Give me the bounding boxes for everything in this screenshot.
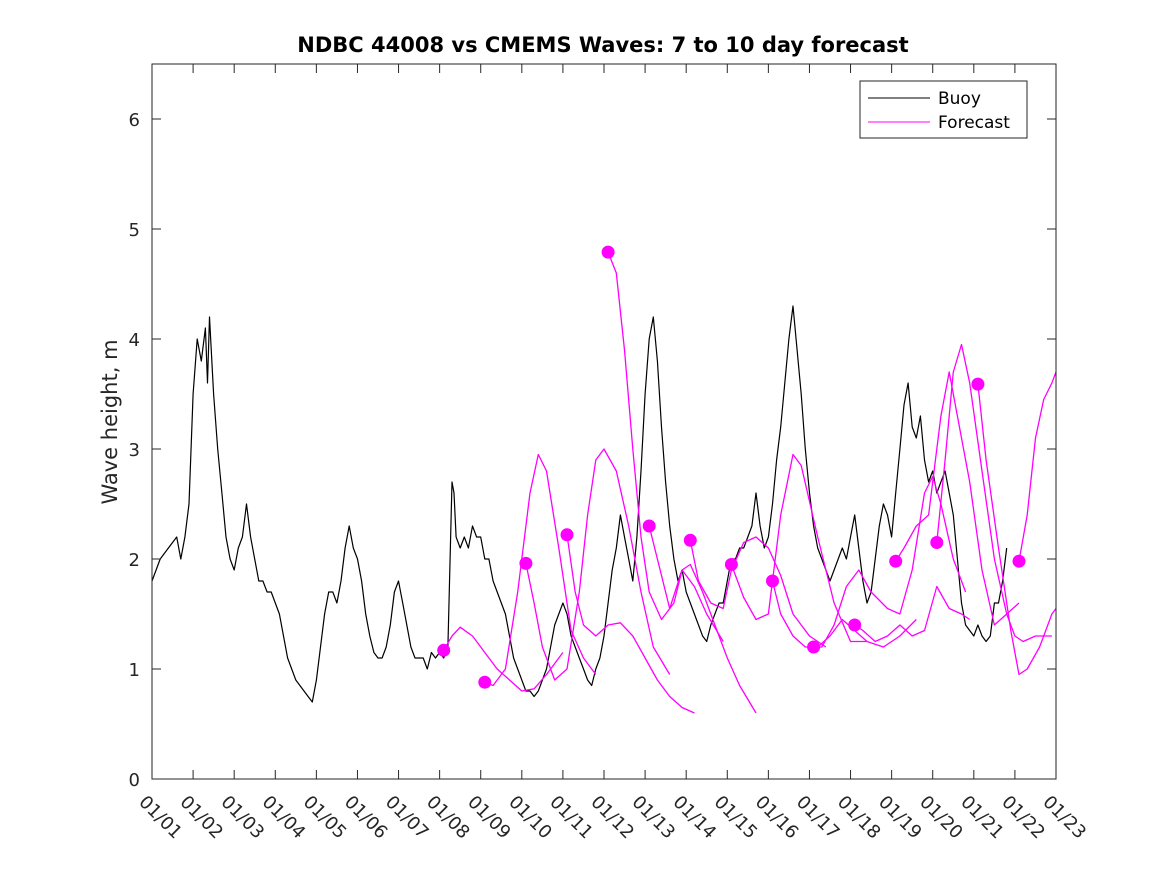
forecast-line-6 xyxy=(648,525,757,714)
forecast-marker-7 xyxy=(683,533,697,547)
y-tick-label: 1 xyxy=(129,660,140,681)
forecast-line-11 xyxy=(854,585,971,643)
forecast-line-4 xyxy=(566,534,695,714)
plot-area xyxy=(152,64,1056,779)
forecast-series xyxy=(443,251,1057,714)
forecast-line-12 xyxy=(895,371,1020,626)
forecast-marker-1 xyxy=(437,643,451,657)
y-tick-label: 0 xyxy=(129,770,140,791)
forecast-marker-12 xyxy=(889,554,903,568)
forecast-marker-6 xyxy=(642,519,656,533)
forecast-line-9 xyxy=(771,580,917,648)
forecast-marker-14 xyxy=(971,377,985,391)
forecast-marker-8 xyxy=(724,558,738,571)
y-tick-label: 6 xyxy=(129,110,140,131)
legend-forecast-label: Forecast xyxy=(938,113,1010,133)
forecast-line-5 xyxy=(607,251,724,642)
forecast-line-3 xyxy=(525,448,671,681)
y-tick-label: 5 xyxy=(129,220,140,241)
buoy-series xyxy=(151,305,1008,703)
forecast-marker-10 xyxy=(807,640,821,654)
y-tick-label: 2 xyxy=(129,550,140,571)
buoy-line xyxy=(151,305,1008,703)
y-tick-label: 3 xyxy=(129,440,140,461)
forecast-line-14 xyxy=(977,384,1057,676)
chart-title: NDBC 44008 vs CMEMS Waves: 7 to 10 day f… xyxy=(297,33,908,57)
forecast-line-2 xyxy=(484,453,597,687)
y-axis-label: Wave height, m xyxy=(98,339,122,504)
legend-buoy-label: Buoy xyxy=(938,89,981,109)
forecast-marker-9 xyxy=(766,574,779,588)
forecast-line-7 xyxy=(689,536,827,648)
forecast-marker-2 xyxy=(478,675,492,689)
forecast-markers xyxy=(437,245,1026,689)
forecast-marker-5 xyxy=(601,245,615,259)
forecast-marker-11 xyxy=(848,618,862,632)
y-tick-label: 4 xyxy=(129,330,140,351)
legend-box xyxy=(859,80,1028,139)
forecast-line-15 xyxy=(1018,371,1057,562)
forecast-line-8 xyxy=(730,453,867,643)
y-axis: 0 1 2 3 4 5 6 xyxy=(129,110,1056,791)
forecast-line-10 xyxy=(813,475,967,648)
legend: Buoy Forecast xyxy=(859,80,1028,139)
forecast-marker-13 xyxy=(930,536,944,549)
forecast-line-1 xyxy=(443,626,564,692)
forecast-marker-3 xyxy=(519,556,533,570)
forecast-marker-4 xyxy=(560,528,574,542)
forecast-line-13 xyxy=(936,343,1052,643)
forecast-marker-15 xyxy=(1012,554,1026,568)
